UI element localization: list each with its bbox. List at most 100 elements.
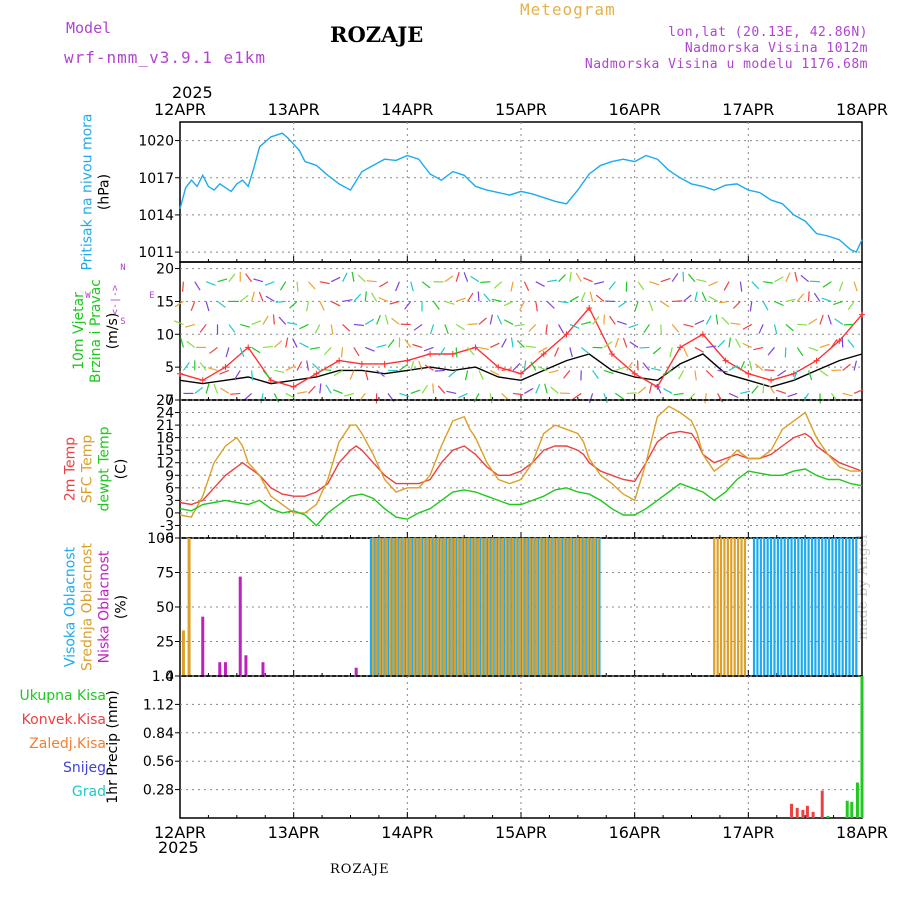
- wind-arrow: [742, 342, 752, 348]
- gust-marker: [813, 357, 820, 364]
- wind-arrow: [491, 298, 502, 303]
- y-tick-label: 15: [156, 294, 174, 310]
- gust-marker: [563, 331, 570, 338]
- wind-arrow: [672, 300, 683, 303]
- wind-arrow: [777, 369, 787, 377]
- wind-arrow: [404, 338, 412, 348]
- pressure-line: [179, 132, 863, 254]
- panel-ylabel: 2m Temp: [63, 437, 79, 501]
- wind-arrow: [251, 346, 261, 354]
- gust-marker: [381, 360, 388, 367]
- precip-legend-item: Zaledj.Kisa: [29, 736, 106, 752]
- meteogram-subtitle: Meteogram: [520, 0, 616, 19]
- panel-ylabel: 10m Vjetar: [71, 292, 87, 370]
- wind-arrow: [550, 386, 559, 394]
- wind-arrow: [819, 369, 829, 377]
- precip-legend-item: Ukupna Kisa: [19, 688, 106, 704]
- wind-arrow: [458, 392, 468, 399]
- y-tick-label: 100: [147, 531, 174, 547]
- y-tick-label: 5: [165, 360, 174, 376]
- year-top: 2025: [172, 83, 213, 102]
- precip-legend-item: Konvek.Kisa: [22, 712, 106, 728]
- wind-arrow: [776, 389, 787, 394]
- wind-arrow: [342, 272, 348, 282]
- y-tick-label: 25: [156, 635, 174, 651]
- panel-ylabel: 1hr Precip (mm): [105, 690, 121, 803]
- wind-arrow: [637, 386, 647, 394]
- wind-arrow: [413, 323, 423, 331]
- wind-arrow: [501, 368, 512, 372]
- wind-panel: 0 5 10 15 20 10m Vjetar Brzina i Pravac (m/s): [71, 261, 865, 409]
- y-tick-label: 6: [165, 481, 174, 497]
- wind-arrow: [767, 347, 775, 356]
- y-tick-label: 15: [156, 443, 174, 459]
- wind-arrow: [190, 301, 196, 311]
- y-tick-label: 12: [156, 456, 174, 472]
- wind-arrow: [642, 362, 650, 371]
- wind-arrow: [325, 384, 332, 394]
- clouds-panel: 0 25 50 75 100 Visoka Oblacnost Srednja Oblacn…: [63, 531, 863, 685]
- wind-arrow: [444, 324, 449, 335]
- wind-arrow: [545, 324, 548, 335]
- gust-marker: [495, 364, 502, 371]
- wind-arrow: [662, 369, 673, 376]
- wind-arrow: [205, 383, 210, 394]
- y-tick-label: -6: [160, 531, 174, 547]
- wind-arrow: [669, 347, 673, 358]
- wind-arrow: [330, 324, 334, 335]
- wind-arrow: [660, 300, 670, 308]
- x-tick-label-bottom: 13APR: [268, 823, 320, 842]
- wind-arrow: [480, 281, 491, 284]
- wind-arrow: [333, 369, 343, 377]
- wind-arrow: [639, 346, 650, 349]
- wind-arrow: [740, 390, 751, 395]
- wind-arrow: [234, 370, 241, 380]
- gust-marker: [631, 370, 638, 377]
- y-tick-label: 1.4: [152, 669, 174, 685]
- gust-marker: [313, 370, 320, 377]
- wind-arrow: [678, 370, 685, 380]
- wind-arrow: [209, 346, 218, 354]
- wind-arrow: [660, 277, 671, 283]
- wind-arrow: [569, 323, 580, 329]
- wind-arrow: [309, 346, 320, 350]
- wind-arrow: [432, 383, 435, 394]
- wind-arrow: [455, 347, 458, 358]
- wind-arrow: [455, 323, 465, 331]
- wind-arrow: [306, 360, 310, 371]
- wind-arrow: [501, 392, 510, 401]
- wind-arrow: [595, 294, 605, 302]
- wind-arrow: [314, 324, 321, 334]
- y-tick-label: 50: [156, 600, 174, 616]
- wind-arrow: [510, 281, 514, 292]
- wind-arrow: [410, 281, 414, 292]
- wind-arrow: [749, 301, 753, 312]
- wind-arrow: [478, 370, 484, 380]
- wind-arrow: [617, 320, 627, 325]
- temperature-frame: [179, 399, 863, 539]
- wind-arrow: [808, 346, 819, 352]
- wind-arrow: [588, 393, 594, 404]
- wind-arrow: [351, 271, 355, 282]
- wind-arrow: [723, 281, 730, 291]
- y-tick-label: 0: [165, 506, 174, 522]
- wind-arrow: [528, 324, 537, 333]
- wind-arrow: [774, 276, 784, 283]
- precip-legend-item: Snijeg: [63, 760, 106, 776]
- wind-arrow: [847, 339, 855, 348]
- wind-arrow: [258, 291, 264, 302]
- wind-arrow: [719, 300, 730, 304]
- wind-arrow: [735, 338, 741, 348]
- wind-arrow: [296, 391, 308, 395]
- wind-arrow: [575, 272, 582, 283]
- wind-arrow: [274, 369, 285, 373]
- wind-arrow: [748, 360, 753, 371]
- wind-arrow: [762, 301, 769, 311]
- wind-arrow: [847, 301, 855, 310]
- station-title: ROZAJE: [330, 22, 424, 47]
- wind-arrow: [275, 300, 286, 303]
- wind-arrow: [626, 392, 637, 395]
- wind-arrow: [473, 393, 480, 403]
- wind-arrow: [773, 324, 778, 335]
